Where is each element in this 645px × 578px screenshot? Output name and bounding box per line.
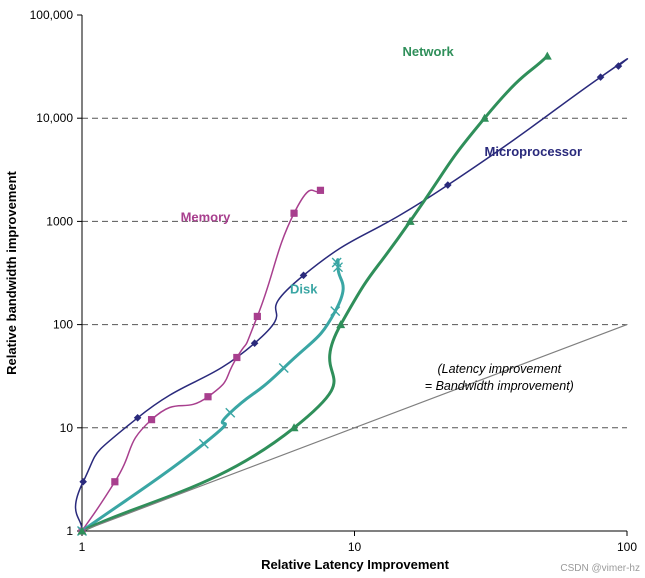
series-line-microprocessor [74, 58, 628, 532]
y-axis-title: Relative bandwidth improvement [4, 170, 19, 374]
marker-disk [225, 407, 236, 418]
series-label-memory: Memory [181, 209, 232, 224]
marker-memory [147, 416, 156, 424]
series-markers [77, 51, 623, 536]
series-line-reference [81, 324, 628, 532]
marker-network [405, 216, 415, 225]
marker-microprocessor [133, 413, 142, 422]
annotation-line: (Latency improvement [437, 362, 561, 376]
marker-network [480, 113, 490, 122]
series-label-microprocessor: Microprocessor [485, 144, 583, 159]
annotation-line: = Bandwidth improvement) [425, 379, 574, 393]
y-tick-label: 100 [53, 318, 73, 332]
series-line-memory [81, 189, 322, 532]
series-line-disk [80, 258, 345, 533]
marker-disk [330, 306, 341, 317]
y-tick-label: 10,000 [36, 111, 73, 125]
marker-network [542, 51, 552, 60]
marker-disk [278, 362, 289, 373]
x-tick-label: 10 [348, 540, 362, 554]
y-tick-label: 10 [60, 421, 74, 435]
x-tick-label: 1 [79, 540, 86, 554]
marker-disk [198, 438, 209, 449]
marker-network [289, 423, 299, 432]
marker-network [77, 526, 87, 535]
marker-memory [111, 478, 119, 486]
marker-memory [204, 393, 212, 401]
x-axis-title: Relative Latency Improvement [261, 557, 450, 572]
marker-memory [253, 312, 261, 321]
marker-memory [316, 186, 325, 194]
marker-microprocessor [614, 62, 623, 70]
marker-memory [290, 209, 298, 217]
marker-network [336, 320, 346, 329]
y-tick-label: 1000 [46, 214, 73, 228]
watermark: CSDN @vimer-hz [560, 563, 640, 574]
series-lines [74, 54, 628, 533]
equality-annotation: (Latency improvement = Bandwidth improvem… [425, 362, 574, 393]
y-tick-label: 1 [66, 524, 73, 538]
series-label-disk: Disk [290, 282, 318, 297]
tick-labels: 1 10 100 1000 10,000 100,000 1 10 100 [30, 8, 638, 554]
series-label-network: Network [402, 44, 454, 59]
marker-microprocessor [444, 181, 452, 189]
marker-microprocessor [299, 271, 308, 280]
marker-microprocessor [79, 477, 87, 486]
marker-microprocessor [250, 339, 259, 348]
x-tick-label: 100 [617, 540, 637, 554]
series-labels: Network Microprocessor Memory Disk [181, 44, 582, 296]
marker-memory [233, 353, 241, 362]
marker-disk [331, 257, 342, 268]
y-tick-label: 100,000 [30, 8, 74, 22]
marker-microprocessor [596, 73, 605, 81]
axes [81, 15, 627, 532]
